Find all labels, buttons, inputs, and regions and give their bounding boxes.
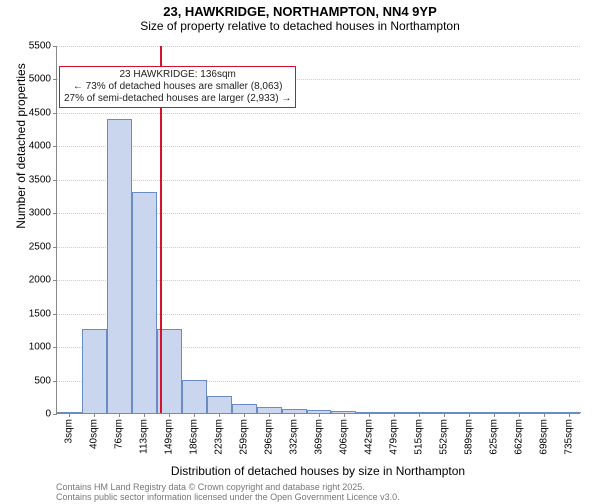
- y-tick-label: 1500: [29, 308, 57, 319]
- x-tick-label: 552sqm: [438, 413, 449, 455]
- x-tick-label: 698sqm: [538, 413, 549, 455]
- x-tick-label: 296sqm: [264, 413, 275, 455]
- histogram-bar: [107, 119, 132, 413]
- y-tick-label: 4500: [29, 107, 57, 118]
- grid-line: [57, 113, 580, 114]
- x-axis-label: Distribution of detached houses by size …: [56, 464, 580, 478]
- x-tick-label: 442sqm: [363, 413, 374, 455]
- x-tick-label: 369sqm: [314, 413, 325, 455]
- y-tick-label: 3500: [29, 174, 57, 185]
- chart-title: 23, HAWKRIDGE, NORTHAMPTON, NN4 9YP: [0, 4, 600, 19]
- footer-line-1: Contains HM Land Registry data © Crown c…: [56, 482, 600, 492]
- grid-line: [57, 146, 580, 147]
- histogram-bar: [207, 396, 232, 413]
- y-tick-label: 0: [45, 409, 57, 420]
- x-tick-label: 259sqm: [239, 413, 250, 455]
- y-tick-label: 3000: [29, 208, 57, 219]
- grid-line: [57, 46, 580, 47]
- y-tick-label: 5500: [29, 41, 57, 52]
- x-tick-label: 149sqm: [164, 413, 175, 455]
- histogram-bar: [82, 329, 107, 413]
- plot-area: 0500100015002000250030003500400045005000…: [56, 46, 580, 414]
- histogram-bar: [132, 192, 157, 413]
- x-tick-label: 515sqm: [413, 413, 424, 455]
- x-tick-label: 332sqm: [289, 413, 300, 455]
- annotation-line: ← 73% of detached houses are smaller (8,…: [64, 81, 291, 93]
- x-tick-label: 625sqm: [488, 413, 499, 455]
- y-tick-label: 2500: [29, 241, 57, 252]
- y-tick-label: 4000: [29, 141, 57, 152]
- grid-line: [57, 180, 580, 181]
- histogram-bar: [182, 380, 207, 413]
- y-axis-label: Number of detached properties: [14, 0, 28, 330]
- y-tick-label: 1000: [29, 342, 57, 353]
- x-tick-label: 589sqm: [463, 413, 474, 455]
- x-tick-label: 3sqm: [64, 413, 75, 443]
- histogram-bar: [232, 404, 257, 413]
- chart-subtitle: Size of property relative to detached ho…: [0, 19, 600, 33]
- x-tick-label: 223sqm: [214, 413, 225, 455]
- x-tick-label: 76sqm: [114, 413, 125, 449]
- x-tick-label: 40sqm: [89, 413, 100, 449]
- x-tick-label: 479sqm: [388, 413, 399, 455]
- footer-line-2: Contains public sector information licen…: [56, 492, 600, 502]
- annotation-box: 23 HAWKRIDGE: 136sqm← 73% of detached ho…: [59, 66, 296, 108]
- footer-attribution: Contains HM Land Registry data © Crown c…: [0, 482, 600, 502]
- y-tick-label: 2000: [29, 275, 57, 286]
- x-tick-label: 186sqm: [189, 413, 200, 455]
- y-tick-label: 5000: [29, 74, 57, 85]
- annotation-line: 27% of semi-detached houses are larger (…: [64, 93, 291, 105]
- x-tick-label: 735sqm: [563, 413, 574, 455]
- y-tick-label: 500: [34, 375, 57, 386]
- annotation-line: 23 HAWKRIDGE: 136sqm: [64, 69, 291, 81]
- x-tick-label: 406sqm: [338, 413, 349, 455]
- x-tick-label: 662sqm: [513, 413, 524, 455]
- x-tick-label: 113sqm: [139, 413, 150, 454]
